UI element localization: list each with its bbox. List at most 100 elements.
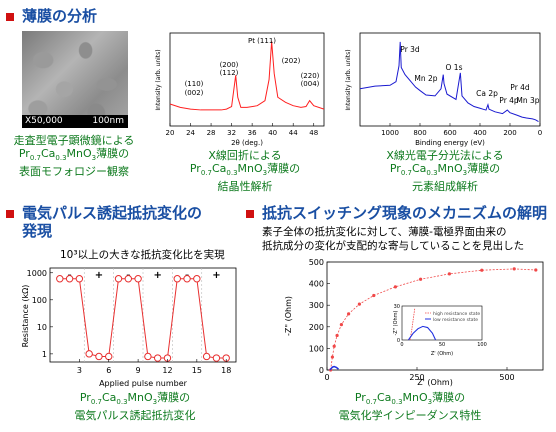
inset-legend-low: low resistance state <box>433 317 478 323</box>
imp-xtick-label: 250 <box>409 373 424 382</box>
imp-ylabel: -Z" (Ohm) <box>284 296 293 336</box>
pulse-xtick-label: 3 <box>77 366 82 375</box>
xrd-annotation: (202) <box>282 57 301 65</box>
imp-high-point <box>372 293 376 298</box>
pulse-ytick-label: 10 <box>37 323 47 332</box>
xps-annotation: Pr 4d <box>510 83 530 92</box>
imp-high-line <box>330 268 536 371</box>
pulse-point <box>75 275 84 283</box>
imp-high-point <box>347 312 351 316</box>
pulse-polarity-label: + <box>153 270 161 281</box>
caption-xrd: X線回折による Pr0.7Ca0.3MnO3薄膜の 結晶性解析 <box>160 149 330 193</box>
pulse-ytick-label: 1000 <box>27 269 47 278</box>
mechanism-note-line2: 抵抗成分の変化が支配的な寄与していることを見出した <box>262 240 525 252</box>
inset-ytick-label: 0 <box>397 338 400 344</box>
pulse-point <box>183 275 191 283</box>
caption-sem: 走査型電子顕微鏡による Pr0.7Ca0.3MnO3薄膜の 表面モフォロジー観察 <box>0 134 148 178</box>
imp-high-point <box>447 272 451 276</box>
xps-xtick-label: 1000 <box>381 129 399 137</box>
inset-legend-high: high resistance state <box>433 311 480 317</box>
xps-annotation: Ca 2p <box>476 89 498 98</box>
xps-annotation: Pr 3d <box>400 45 420 54</box>
xps-xtick-label: 600 <box>443 129 456 137</box>
section-title-pulse-line2: 発現 <box>22 222 53 240</box>
xps-annotation: Mn 2p <box>414 74 437 83</box>
pulse-polarity-label: + <box>95 270 103 281</box>
xrd-annotation: (002) <box>185 89 204 97</box>
caption-line: 電気パルス誘起抵抗変化 <box>74 409 196 423</box>
pulse-ylabel: Resistance (kΩ) <box>21 285 30 348</box>
inset-frame <box>401 305 483 341</box>
xrd-annotation: (200) <box>220 61 239 69</box>
caption-pulse: Pr0.7Ca0.3MnO3薄膜の 電気パルス誘起抵抗変化 <box>40 391 230 422</box>
inset-low-line <box>407 325 437 341</box>
caption-formula: Pr0.7Ca0.3MnO3薄膜の <box>18 147 130 163</box>
imp-high-point <box>393 285 397 289</box>
imp-ytick-label: 400 <box>309 280 324 289</box>
inset-xtick-label: 50 <box>439 342 445 348</box>
imp-ytick-label: 100 <box>309 344 324 353</box>
caption-formula: Pr0.7Ca0.3MnO3薄膜の <box>79 391 191 407</box>
imp-high-point <box>419 277 423 281</box>
imp-xlabel: Z' (Ohm) <box>417 378 453 387</box>
caption-line: 結晶性解析 <box>217 180 273 194</box>
caption-line: 表面モフォロジー観察 <box>19 165 129 179</box>
pulse-xtick-label: 15 <box>192 366 202 375</box>
caption-formula: Pr0.7Ca0.3MnO3薄膜の <box>189 162 301 178</box>
pulse-point <box>193 275 201 283</box>
imp-xtick-label: 0 <box>324 373 329 382</box>
pulse-xlabel: Applied pulse number <box>99 379 188 388</box>
xrd-plot-frame <box>169 32 325 127</box>
xps-annotation: O 1s <box>446 63 463 72</box>
caption-formula: Pr0.7Ca0.3MnO3薄膜の <box>354 391 466 407</box>
inset-xtick-label: 0 <box>400 342 403 348</box>
xrd-xlabel: 2θ (deg.) <box>231 139 263 147</box>
pulse-point <box>144 352 152 361</box>
section-marker <box>6 13 14 21</box>
xrd-xtick-label: 40 <box>268 129 277 137</box>
inset-ylabel: -Z" (Ohm) <box>393 310 399 335</box>
pulse-xtick-label: 18 <box>221 366 231 375</box>
imp-low-line <box>329 365 339 371</box>
imp-high-point <box>339 323 343 327</box>
inset-ytick-label: 30 <box>394 304 400 310</box>
imp-plot-frame <box>326 261 544 371</box>
xrd-xtick-label: 28 <box>207 129 216 137</box>
caption-line: X線回折による <box>208 149 282 162</box>
pulse-point <box>85 350 93 358</box>
pulse-xtick-label: 9 <box>136 366 141 375</box>
xrd-ylabel: Intensity (arb. units) <box>155 49 162 110</box>
sem-image: X50,000 100nm <box>22 31 128 128</box>
pulse-note: 10³以上の大きな抵抗変化比を実現 <box>60 249 225 261</box>
xps-xlabel: Binding energy (eV) <box>415 139 485 147</box>
xps-xtick-label: 800 <box>413 129 426 137</box>
pulse-point <box>114 275 123 283</box>
section-title-pulse-line1: 電気パルス誘起抵抗変化の <box>22 204 203 222</box>
inset-high-line <box>409 308 416 341</box>
pulse-point <box>153 354 162 362</box>
pulse-ytick-label: 100 <box>32 296 47 305</box>
section-marker <box>246 210 254 218</box>
imp-high-point <box>332 344 336 348</box>
xps-line <box>359 41 539 123</box>
pulse-point <box>56 275 64 283</box>
xrd-xtick-label: 48 <box>309 129 318 137</box>
pulse-point <box>212 354 221 362</box>
imp-high-point <box>480 268 484 272</box>
xps-xtick-label: 0 <box>538 129 542 137</box>
imp-ytick-label: 500 <box>309 258 324 267</box>
caption-imp: Pr0.7Ca0.3MnO3薄膜の 電気化学インピーダンス特性 <box>300 391 520 422</box>
xps-chart: 1000 800 600 400 200 0 Intensity (arb. units)… <box>345 32 542 147</box>
inset-xlabel: Z' (Ohm) <box>431 351 453 357</box>
pulse-point <box>65 275 74 283</box>
xrd-annotation: (110) <box>185 80 204 88</box>
pulse-ytick-label: 1 <box>42 350 47 359</box>
inset-xtick-label: 100 <box>477 342 487 348</box>
xrd-chart: 20 24 28 32 36 40 44 48 Intensity (arb. units) … <box>155 32 325 147</box>
pulse-xtick-label: 6 <box>106 366 111 375</box>
pulse-point <box>134 275 142 283</box>
imp-high-point <box>534 268 538 272</box>
xrd-xtick-label: 44 <box>289 129 298 137</box>
section-title-mechanism: 抵抗スイッチング現象のメカニズムの解明 <box>262 204 548 222</box>
